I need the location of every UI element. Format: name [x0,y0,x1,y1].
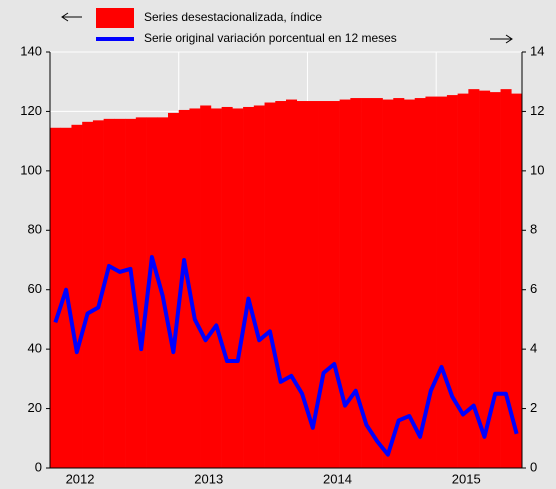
bar [50,127,62,469]
bar [318,101,330,469]
y2-tick-label: 4 [530,341,537,356]
bar [200,105,212,468]
bar [82,121,94,468]
bar [511,93,523,468]
bar [457,93,469,468]
y2-tick-label: 0 [530,459,537,474]
bar [286,99,298,469]
bar [210,108,222,468]
x-tick-label: 2012 [66,471,95,486]
bar [350,98,362,469]
bar [92,120,104,468]
legend: Series desestacionalizada, índice Serie … [61,8,513,45]
y-tick-label: 120 [20,103,42,118]
x-tick-label: 2015 [452,471,481,486]
bar [146,117,158,468]
bar [114,118,126,468]
line-series [53,255,519,457]
bar [307,101,319,469]
bar [404,99,416,469]
legend-label: Series desestacionalizada, índice [144,10,322,24]
bar [296,101,308,469]
bar [500,89,512,469]
bar [468,89,480,469]
bar [339,99,351,469]
y2-tick-label: 10 [530,162,544,177]
bar [479,90,491,468]
left-arrow-head [61,12,69,22]
y-tick-label: 0 [35,459,42,474]
bar [243,106,255,468]
y2-tick-label: 14 [530,43,544,58]
bar [393,98,405,469]
bar [382,99,394,469]
bar [264,102,276,468]
bar [414,98,426,469]
bar [371,98,383,469]
y2-tick-label: 8 [530,222,537,237]
bar [489,92,501,468]
y2-tick-label: 12 [530,103,544,118]
bar [232,108,244,468]
legend-swatch-bar [96,8,134,28]
x-tick-label: 2014 [323,471,352,486]
bar [436,96,448,469]
bar [135,117,147,468]
bar [178,109,190,468]
bar [253,105,265,468]
bar [103,118,115,468]
bar [425,96,437,469]
bar [125,118,137,468]
bar [71,124,83,469]
x-tick-label: 2013 [194,471,223,486]
bar [221,106,233,468]
bar [275,101,287,469]
bar [328,101,340,469]
bar [168,112,180,469]
legend-label: Serie original variación porcentual en 1… [144,31,397,45]
y-tick-label: 100 [20,162,42,177]
bar [189,108,201,468]
y-tick-label: 20 [28,400,42,415]
y-tick-label: 60 [28,281,42,296]
y2-tick-label: 2 [530,400,537,415]
bar [361,98,373,469]
right-arrow-head [505,34,513,44]
y2-tick-label: 6 [530,281,537,296]
bar [446,95,458,468]
y-tick-label: 140 [20,43,42,58]
y-tick-label: 40 [28,341,42,356]
y-tick-label: 80 [28,222,42,237]
